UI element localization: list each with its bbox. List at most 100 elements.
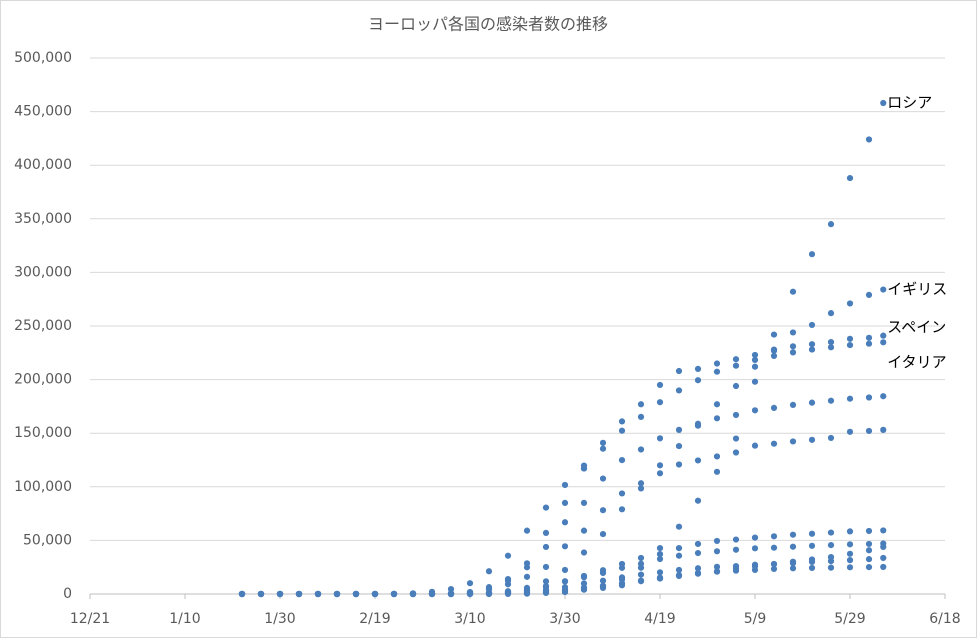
point	[865, 427, 873, 435]
point	[827, 338, 835, 346]
point	[675, 545, 683, 552]
point	[789, 349, 797, 356]
point	[238, 590, 246, 598]
point	[694, 569, 702, 577]
point	[880, 99, 887, 107]
point	[846, 557, 854, 564]
point	[333, 590, 341, 598]
point	[561, 481, 569, 489]
point	[713, 537, 721, 545]
point	[371, 590, 379, 598]
x-tick-label: 3/10	[454, 611, 485, 627]
point	[675, 461, 683, 468]
point	[846, 341, 854, 349]
point	[656, 545, 664, 552]
point	[713, 360, 721, 367]
point	[827, 557, 835, 565]
point	[599, 445, 607, 452]
point	[770, 352, 778, 360]
point	[466, 580, 474, 587]
point	[447, 590, 455, 598]
point	[732, 362, 740, 369]
point	[618, 418, 626, 425]
point	[846, 564, 854, 571]
point	[542, 563, 550, 571]
point	[656, 569, 664, 576]
point	[827, 344, 835, 351]
series-label: スペイン	[887, 318, 946, 336]
point	[599, 439, 607, 446]
point	[713, 468, 721, 475]
y-tick-label: 500,000	[14, 50, 72, 66]
point	[504, 552, 512, 559]
point	[694, 457, 702, 464]
point	[751, 378, 759, 385]
point	[808, 399, 816, 406]
point	[789, 288, 797, 295]
series-label: ロシア	[887, 94, 932, 112]
point	[656, 462, 664, 469]
point	[694, 497, 702, 504]
point	[523, 527, 531, 534]
point	[466, 590, 474, 598]
y-tick-label: 300,000	[14, 264, 72, 280]
point	[770, 346, 778, 353]
point	[865, 340, 873, 347]
point	[675, 426, 683, 433]
point	[713, 415, 721, 422]
point	[732, 567, 740, 574]
point	[732, 411, 740, 419]
y-tick-label: 350,000	[14, 211, 72, 227]
point	[751, 442, 759, 449]
point	[675, 442, 683, 450]
y-tick-label: 200,000	[14, 372, 72, 388]
point	[561, 566, 569, 574]
point	[295, 590, 303, 598]
y-tick-label: 150,000	[14, 425, 72, 441]
point	[675, 566, 683, 574]
point	[770, 331, 778, 338]
point	[523, 589, 531, 597]
point	[675, 523, 683, 530]
point	[789, 560, 797, 567]
point	[865, 556, 873, 563]
point	[789, 565, 797, 572]
point	[580, 527, 588, 534]
point	[599, 577, 607, 584]
point	[732, 382, 740, 390]
point	[827, 221, 835, 228]
point	[542, 588, 550, 596]
point	[846, 395, 854, 402]
point	[789, 438, 797, 445]
point	[561, 499, 569, 506]
point	[599, 530, 607, 538]
point	[846, 528, 854, 535]
point	[523, 573, 531, 580]
point	[770, 533, 778, 540]
point	[732, 546, 740, 553]
point	[865, 547, 873, 554]
x-tick-label: 6/18	[929, 611, 960, 627]
point	[637, 560, 645, 567]
point	[732, 356, 740, 363]
point	[846, 428, 854, 435]
point	[770, 560, 778, 568]
x-tick-label: 1/10	[169, 611, 200, 627]
point	[314, 590, 322, 598]
point	[656, 381, 664, 389]
y-tick-label: 50,000	[23, 532, 72, 548]
point	[618, 564, 626, 571]
point	[808, 251, 816, 258]
point	[276, 590, 284, 598]
series-label: イタリア	[887, 353, 946, 371]
point	[808, 436, 816, 443]
point	[618, 490, 626, 497]
y-tick-label: 400,000	[14, 157, 72, 173]
point	[827, 542, 835, 549]
point	[846, 335, 854, 342]
point	[637, 401, 645, 408]
point	[542, 578, 550, 585]
point	[827, 564, 835, 571]
point	[257, 590, 265, 598]
point	[694, 540, 702, 548]
